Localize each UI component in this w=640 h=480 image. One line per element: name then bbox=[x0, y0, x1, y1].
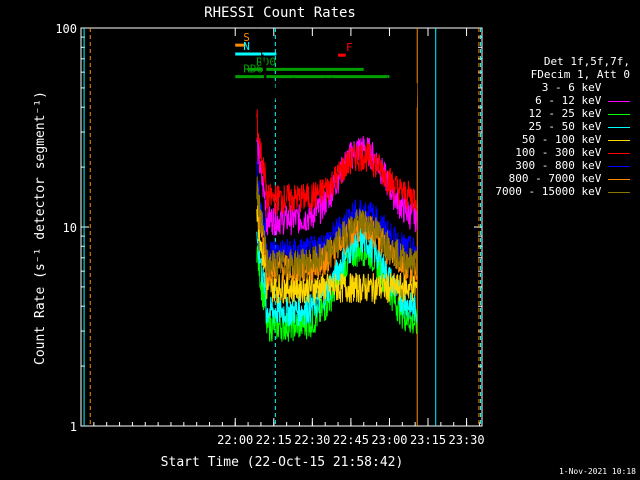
x-tick-label: 23:15 bbox=[410, 433, 446, 447]
axis-ticks: 22:00 22:15 22:30 22:45 23:00 23:15 23:30 1 10 10… bbox=[55, 22, 484, 447]
flag-label: RD6 bbox=[243, 63, 263, 76]
x-tick-label: 22:45 bbox=[333, 433, 369, 447]
legend-header: Det 1f,5f,7f, bbox=[543, 55, 630, 68]
y-tick-label: 100 bbox=[55, 22, 77, 36]
legend-entry: 7000 - 15000 keV bbox=[495, 185, 630, 198]
flag-label: N bbox=[243, 40, 250, 53]
legend-entry: 100 - 300 keV bbox=[515, 146, 630, 159]
x-tick-label: 22:30 bbox=[294, 433, 330, 447]
timestamp: 1-Nov-2021 10:18 bbox=[559, 467, 636, 476]
legend-entry: 25 - 50 keV bbox=[529, 120, 630, 133]
legend-entry: 12 - 25 keV bbox=[529, 107, 630, 120]
series-line bbox=[256, 28, 418, 109]
x-tick-label: 22:15 bbox=[256, 433, 292, 447]
legend-entry: 800 - 7000 keV bbox=[509, 172, 630, 185]
chart-title: RHESSI Count Rates bbox=[204, 5, 356, 21]
legend-entry: 3 - 6 keV bbox=[542, 81, 630, 94]
y-tick-label: 1 bbox=[70, 420, 77, 434]
y-axis-label: Count Rate (s⁻¹ detector segment⁻¹) bbox=[33, 91, 48, 365]
series-line bbox=[256, 161, 418, 268]
flag-label: S bbox=[243, 31, 250, 44]
legend-header: FDecim 1, Att 0 bbox=[530, 68, 630, 81]
legend-entry: 6 - 12 keV bbox=[535, 94, 630, 107]
x-axis-label: Start Time (22-Oct-15 21:58:42) bbox=[161, 455, 404, 470]
x-tick-label: 22:00 bbox=[217, 433, 253, 447]
legend-entry: 50 - 100 keV bbox=[522, 133, 630, 146]
flag-label: F bbox=[346, 41, 353, 54]
series-line bbox=[256, 176, 418, 280]
series-lines bbox=[256, 28, 418, 342]
x-tick-label: 23:30 bbox=[449, 433, 485, 447]
y-tick-label: 10 bbox=[63, 221, 77, 235]
x-tick-label: 23:00 bbox=[371, 433, 407, 447]
series-line bbox=[256, 109, 418, 215]
legend-entry: 300 - 800 keV bbox=[515, 159, 630, 172]
series-line bbox=[256, 205, 418, 305]
